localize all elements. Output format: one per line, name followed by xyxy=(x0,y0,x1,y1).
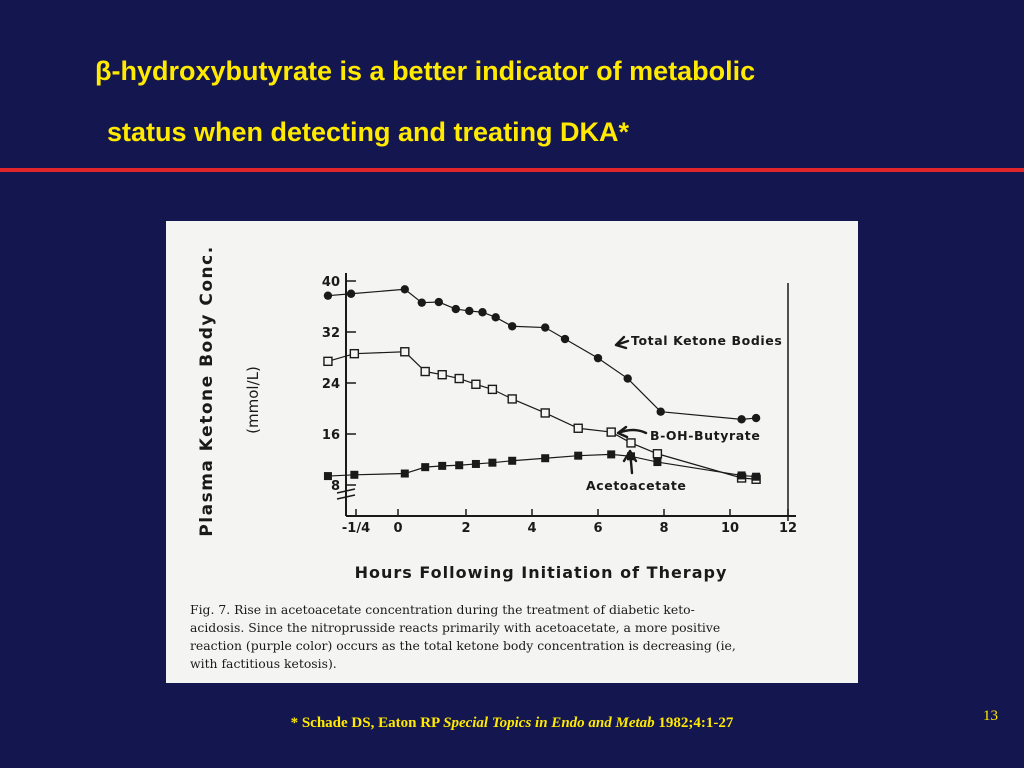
slide-title-line-1: β-hydroxybutyrate is a better indicator … xyxy=(95,56,756,86)
total-ketone-bodies-point xyxy=(400,285,409,294)
total-ketone-bodies-point xyxy=(451,304,460,314)
b-oh-butyrate-point xyxy=(323,356,333,367)
b-oh-butyrate-point xyxy=(400,347,410,357)
total-ketone-bodies-point xyxy=(656,407,665,416)
total-ketone-bodies-point xyxy=(508,322,517,331)
figure-caption-line-2: acidosis. Since the nitroprusside reacts… xyxy=(190,620,720,635)
total-ketone-bodies-line xyxy=(327,288,757,420)
acetoacetate-point xyxy=(508,456,517,465)
acetoacetate-point xyxy=(488,458,497,467)
citation-authors: * Schade DS, Eaton RP xyxy=(290,715,444,731)
total-ketone-bodies-point xyxy=(751,413,761,423)
acetoacetate-point xyxy=(607,450,616,459)
total-ketone-bodies-point xyxy=(737,415,746,424)
total-ketone-bodies-point xyxy=(346,289,356,298)
b-oh-butyrate-point xyxy=(606,427,616,437)
b-oh-butyrate-point xyxy=(420,366,430,377)
x-tick-label: 10 xyxy=(721,521,739,536)
acetoacetate-point xyxy=(653,458,662,467)
b-oh-butyrate-line xyxy=(327,351,757,480)
acetoacetate-point xyxy=(471,459,480,468)
total-ketone-bodies-point xyxy=(417,298,426,307)
b-oh-butyrate-label: B-OH-Butyrate xyxy=(650,428,760,443)
citation-journal: Special Topics in Endo and Metab xyxy=(443,715,655,731)
total-ketone-bodies-arrow xyxy=(614,335,630,350)
b-oh-butyrate-point xyxy=(471,379,481,389)
source-citation: * Schade DS, Eaton RP Special Topics in … xyxy=(0,715,1024,732)
total-ketone-bodies-point xyxy=(478,308,487,317)
x-tick-label: 12 xyxy=(779,521,797,536)
total-ketone-bodies-point xyxy=(593,353,603,363)
b-oh-butyrate-point xyxy=(573,423,583,433)
total-ketone-bodies-point xyxy=(491,313,500,322)
scanned-figure: 8 16 24 32 40 -1/4 0 2 4 6 8 10 12 Total Ketone Bodie… xyxy=(166,221,858,683)
slide-title-line-2: status when detecting and treating DKA* xyxy=(107,117,630,147)
acetoacetate-label: Acetoacetate xyxy=(586,478,687,493)
total-ketone-bodies-point xyxy=(541,323,550,332)
x-tick-label: -1/4 xyxy=(342,521,370,536)
b-oh-butyrate-point xyxy=(626,438,636,448)
b-oh-butyrate-point xyxy=(540,408,550,418)
page-number: 13 xyxy=(983,708,998,724)
total-ketone-bodies-point xyxy=(434,297,443,307)
y-tick-label: 32 xyxy=(322,326,340,341)
acetoacetate-point xyxy=(438,461,447,470)
y-axis-title: Plasma Ketone Body Conc. xyxy=(197,245,217,536)
acetoacetate-point xyxy=(400,469,409,478)
b-oh-butyrate-point xyxy=(652,449,663,459)
x-tick-label: 2 xyxy=(461,521,470,536)
citation-volume: 1982;4:1-27 xyxy=(654,715,734,731)
acetoacetate-point xyxy=(421,463,430,472)
y-axis-unit: (mmol/L) xyxy=(244,366,262,434)
acetoacetate-point xyxy=(350,470,359,479)
b-oh-butyrate-point xyxy=(454,373,464,384)
acetoacetate-point xyxy=(323,472,332,481)
acetoacetate-point xyxy=(737,471,746,480)
b-oh-butyrate-point xyxy=(507,394,517,404)
total-ketone-bodies-label: Total Ketone Bodies xyxy=(631,333,782,348)
x-axis-title: Hours Following Initiation of Therapy xyxy=(355,563,728,582)
figure-caption-line-3: reaction (purple color) occurs as the to… xyxy=(190,638,736,653)
b-oh-butyrate-point xyxy=(487,384,498,395)
acetoacetate-point xyxy=(574,451,583,460)
x-tick-label: 6 xyxy=(593,521,602,536)
total-ketone-bodies-point xyxy=(623,374,632,383)
axis-break-mark xyxy=(336,488,356,500)
acetoacetate-point xyxy=(541,454,550,463)
acetoacetate-arrow xyxy=(622,449,638,475)
figure-caption-line-1: Fig. 7. Rise in acetoacetate concentrati… xyxy=(190,602,695,617)
y-tick-label: 40 xyxy=(322,275,340,290)
total-ketone-bodies-point xyxy=(465,306,474,316)
acetoacetate-point xyxy=(752,472,761,481)
acetoacetate-point xyxy=(455,461,464,470)
b-oh-butyrate-point xyxy=(437,370,447,380)
figure-caption-line-4: with factitious ketosis). xyxy=(190,656,337,671)
y-tick-label: 16 xyxy=(322,428,340,443)
title-divider xyxy=(0,168,1024,172)
total-ketone-bodies-point xyxy=(323,291,333,300)
x-tick-label: 0 xyxy=(393,521,402,536)
b-oh-butyrate-arrow xyxy=(616,425,648,439)
x-tick-label: 4 xyxy=(527,521,536,536)
y-tick-label: 24 xyxy=(322,377,340,392)
b-oh-butyrate-point xyxy=(349,348,360,359)
total-ketone-bodies-point xyxy=(560,334,570,344)
y-tick-label: 8 xyxy=(331,479,340,494)
x-tick-label: 8 xyxy=(659,521,668,536)
acetoacetate-line xyxy=(327,453,757,478)
